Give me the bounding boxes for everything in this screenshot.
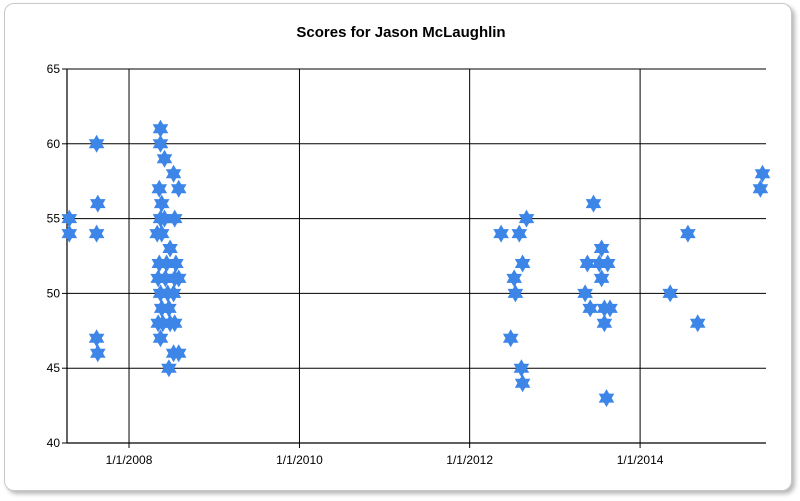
data-point — [161, 299, 177, 318]
data-point — [662, 284, 678, 303]
tick-labels: 40 45 50 55 60 65 1/1/2008 1/1/2010 1/1/2012 1/1/… — [47, 62, 664, 467]
chart-frame: Scores for Jason McLaughlin 40 45 50 55 60 65… — [4, 3, 792, 491]
data-point — [152, 119, 169, 138]
data-point — [513, 359, 530, 378]
y-tick-label: 50 — [47, 286, 61, 300]
data-point — [88, 329, 105, 348]
data-point — [90, 344, 106, 363]
data-point — [593, 269, 610, 288]
data-point — [598, 389, 615, 408]
data-point — [514, 374, 531, 393]
data-point — [752, 179, 769, 198]
x-tick-label: 1/1/2012 — [446, 453, 493, 467]
data-point — [156, 209, 173, 228]
data-point — [602, 299, 618, 318]
data-point — [90, 194, 106, 213]
y-tick-label: 45 — [47, 361, 61, 375]
data-point — [596, 314, 613, 333]
data-point — [170, 344, 187, 363]
data-point — [170, 269, 187, 288]
data-point — [585, 194, 602, 213]
data-point — [493, 224, 509, 243]
data-point — [152, 329, 169, 348]
data-point — [88, 224, 105, 243]
data-point — [514, 254, 531, 273]
data-point — [507, 284, 524, 303]
data-point — [579, 254, 596, 273]
data-point — [161, 359, 177, 378]
data-point — [582, 299, 598, 318]
chart-title: Scores for Jason McLaughlin — [296, 24, 505, 41]
data-point — [162, 239, 178, 258]
data-point — [511, 224, 528, 243]
data-point — [680, 224, 696, 243]
data-point — [165, 164, 182, 183]
data-point — [165, 284, 182, 303]
data-point — [502, 329, 519, 348]
data-point — [599, 254, 616, 273]
data-point — [88, 134, 105, 153]
data-point — [61, 209, 78, 228]
data-point — [170, 179, 187, 198]
data-point — [152, 134, 169, 153]
data-point — [689, 314, 706, 333]
data-point — [754, 164, 771, 183]
data-point — [168, 254, 184, 273]
data-point — [166, 314, 183, 333]
y-tick-label: 60 — [47, 137, 61, 151]
data-point — [593, 239, 610, 258]
data-point — [518, 209, 535, 228]
grid-lines — [67, 68, 766, 444]
data-points — [61, 119, 771, 408]
y-tick-label: 55 — [47, 212, 61, 226]
data-point — [153, 224, 170, 243]
data-point — [506, 269, 522, 288]
y-tick-label: 65 — [47, 62, 61, 76]
data-point — [577, 284, 593, 303]
data-point — [153, 194, 170, 213]
data-point — [151, 179, 168, 198]
x-tick-label: 1/1/2010 — [276, 453, 323, 467]
data-point — [61, 224, 78, 243]
x-tick-label: 1/1/2014 — [617, 453, 664, 467]
x-tick-label: 1/1/2008 — [106, 453, 153, 467]
data-point — [166, 209, 183, 228]
y-tick-label: 40 — [47, 436, 61, 450]
data-point — [156, 149, 173, 168]
